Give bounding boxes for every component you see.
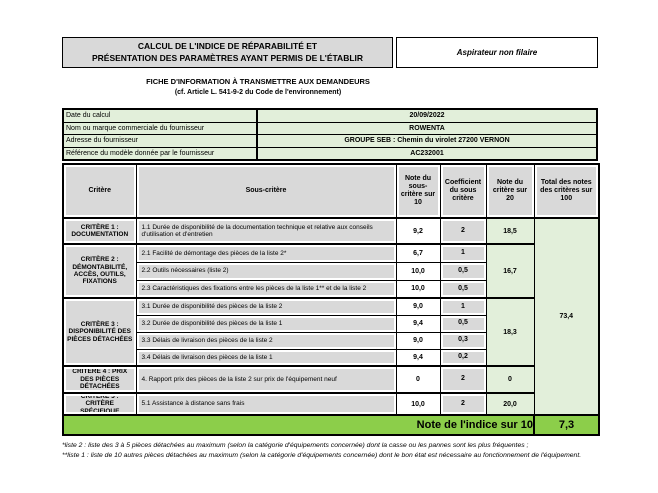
score10-3-2: 9,4 (395, 314, 441, 333)
footnote-liste-2: *liste 2 : liste des 3 à 5 pièces détach… (62, 442, 529, 449)
table-row: 3.2 Durée de disponibilité des pièces de… (63, 314, 599, 333)
coefficient-2-1: 1 (439, 243, 487, 263)
table-row: 2.2 Outils nécessaires (liste 2) 10,0 0,… (63, 261, 599, 281)
criterion-4-cell: CRITÈRE 4 : PRIX DES PIÈCES DÉTACHÉES (62, 365, 137, 394)
score10-2-3: 10,0 (395, 279, 441, 299)
document-title: CALCUL DE L'INDICE DE RÉPARABILITÉ ET PR… (62, 37, 393, 68)
supplier-info-table: Date du calcul 20/09/2022 Nom ou marque … (62, 108, 598, 161)
header-coefficient: Coefficient du sous critère (439, 163, 487, 219)
subtitle-main: FICHE D'INFORMATION À TRANSMETTRE AUX DE… (146, 77, 370, 86)
subcriterion-3-2-cell: 3.2 Durée de disponibilité des pièces de… (135, 314, 397, 333)
table-row: 3.4 Délais de livraison des pièces de la… (63, 348, 599, 367)
score20-criterion-1: 18,5 (485, 217, 535, 245)
final-score-row: Note de l'indice sur 10 7,3 (62, 414, 600, 436)
info-row-brand: Nom ou marque commerciale du fournisseur… (64, 122, 596, 135)
product-category-label: Aspirateur non filaire (456, 48, 538, 57)
final-score-value: 7,3 (533, 414, 600, 436)
score10-3-4: 9,4 (395, 348, 441, 367)
info-row-date: Date du calcul 20/09/2022 (64, 110, 596, 123)
score20-criterion-4: 0 (485, 365, 535, 394)
coefficient-1-1: 2 (439, 217, 487, 245)
coefficient-3-4: 0,2 (439, 348, 487, 367)
subcriterion-2-1-cell: 2.1 Facilité de démontage des pièces de … (135, 243, 397, 263)
criterion-5-cell: CRITÈRE 5 : CRITÈRE SPÉCIFIQUE (62, 392, 137, 416)
table-row: CRITÈRE 2 : DÉMONTABILITÉ, ACCÈS, OUTILS… (62, 243, 599, 299)
subcriterion-3-1-cell: 3.1 Durée de disponibilité des pièces de… (135, 297, 397, 316)
table-row: 2.3 Caractéristiques des fixations entre… (63, 279, 599, 299)
criterion-2-cell: CRITÈRE 2 : DÉMONTABILITÉ, ACCÈS, OUTILS… (62, 243, 137, 299)
product-category-box: Aspirateur non filaire (396, 37, 598, 68)
score10-1-1: 9,2 (395, 217, 441, 245)
subcriterion-1-1-cell: 1.1 Durée de disponibilité de la documen… (135, 217, 397, 245)
header-sous-critere: Sous-critère (135, 163, 397, 219)
subcriterion-4-cell: 4. Rapport prix des pièces de la liste 2… (135, 365, 397, 394)
header-note20: Note du critère sur 20 (485, 163, 535, 219)
info-value-date: 20/09/2022 (409, 112, 445, 120)
document-title-line1: CALCUL DE L'INDICE DE RÉPARABILITÉ ET (137, 41, 318, 52)
subcriterion-3-4-cell: 3.4 Délais de livraison des pièces de la… (135, 348, 397, 367)
subcriterion-2-2-cell: 2.2 Outils nécessaires (liste 2) (135, 261, 397, 281)
document-subtitle: FICHE D'INFORMATION À TRANSMETTRE AUX DE… (62, 77, 454, 96)
criterion-1-cell: CRITÈRE 1 : DOCUMENTATION (62, 217, 137, 245)
score10-3-1: 9,0 (395, 297, 441, 316)
score20-criterion-2: 16,7 (485, 243, 535, 299)
info-row-address: Adresse du fournisseur GROUPE SEB : Chem… (64, 135, 596, 148)
info-value-address: GROUPE SEB : Chemin du virolet 27200 VER… (344, 137, 510, 145)
header-total: Total des notes des critères sur 100 (533, 163, 600, 219)
final-score-label: Note de l'indice sur 10 (62, 414, 535, 436)
coefficient-3-2: 0,5 (439, 314, 487, 333)
header-critere: Critère (62, 163, 137, 219)
coefficient-2-2: 0,5 (439, 261, 487, 281)
info-value-brand: ROWENTA (409, 124, 445, 132)
info-label-date: Date du calcul (64, 110, 258, 122)
score20-criterion-3: 18,3 (485, 297, 535, 367)
score10-5-1: 10,0 (395, 392, 441, 416)
score10-3-3: 9,0 (395, 331, 441, 350)
coefficient-5-1: 2 (439, 392, 487, 416)
score10-2-1: 6,7 (395, 243, 441, 263)
subcriterion-3-3-cell: 3.3 Délais de livraison des pièces de la… (135, 331, 397, 350)
info-label-brand: Nom ou marque commerciale du fournisseur (64, 122, 258, 134)
info-row-model-ref: Référence du modèle donnée par le fourni… (64, 147, 596, 159)
coefficient-4: 2 (439, 365, 487, 394)
table-row: CRITÈRE 5 : CRITÈRE SPÉCIFIQUE 5.1 Assis… (62, 392, 599, 416)
info-label-model-ref: Référence du modèle donnée par le fourni… (64, 147, 258, 159)
subcriterion-5-1-cell: 5.1 Assistance à distance sans frais (135, 392, 397, 416)
document-header: CALCUL DE L'INDICE DE RÉPARABILITÉ ET PR… (62, 37, 598, 68)
total-score-100: 73,4 (533, 217, 600, 416)
footnotes: *liste 2 : liste des 3 à 5 pièces détach… (62, 441, 598, 460)
document-title-line2: PRÉSENTATION DES PARAMÈTRES AYANT PERMIS… (91, 52, 364, 63)
criteria-table: Critère Sous-critère Note du sous-critèr… (62, 163, 600, 436)
subcriterion-2-3-cell: 2.3 Caractéristiques des fixations entre… (135, 279, 397, 299)
header-note10: Note du sous-critère sur 10 (395, 163, 441, 219)
table-row: CRITÈRE 1 : DOCUMENTATION 1.1 Durée de d… (62, 217, 600, 416)
coefficient-3-1: 1 (439, 297, 487, 316)
table-row: CRITÈRE 4 : PRIX DES PIÈCES DÉTACHÉES 4.… (62, 365, 599, 394)
coefficient-2-3: 0,5 (439, 279, 487, 299)
info-value-model-ref: AC232001 (410, 149, 444, 157)
subtitle-legal-reference: (cf. Article L. 541-9-2 du Code de l'env… (174, 89, 342, 96)
criteria-table-header-row: Critère Sous-critère Note du sous-critèr… (62, 163, 600, 219)
repairability-sheet: CALCUL DE L'INDICE DE RÉPARABILITÉ ET PR… (62, 37, 600, 460)
criterion-3-cell: CRITÈRE 3 : DISPONIBILITÉ DES PIÈCES DÉT… (62, 297, 137, 367)
score10-2-2: 10,0 (395, 261, 441, 281)
info-label-address: Adresse du fournisseur (64, 135, 258, 147)
table-row: CRITÈRE 3 : DISPONIBILITÉ DES PIÈCES DÉT… (62, 297, 599, 367)
score20-criterion-5: 20,0 (485, 392, 535, 416)
score10-4: 0 (395, 365, 441, 394)
coefficient-3-3: 0,3 (439, 331, 487, 350)
footnote-liste-1: **liste 1 : liste de 10 autres pièces dé… (62, 451, 582, 459)
